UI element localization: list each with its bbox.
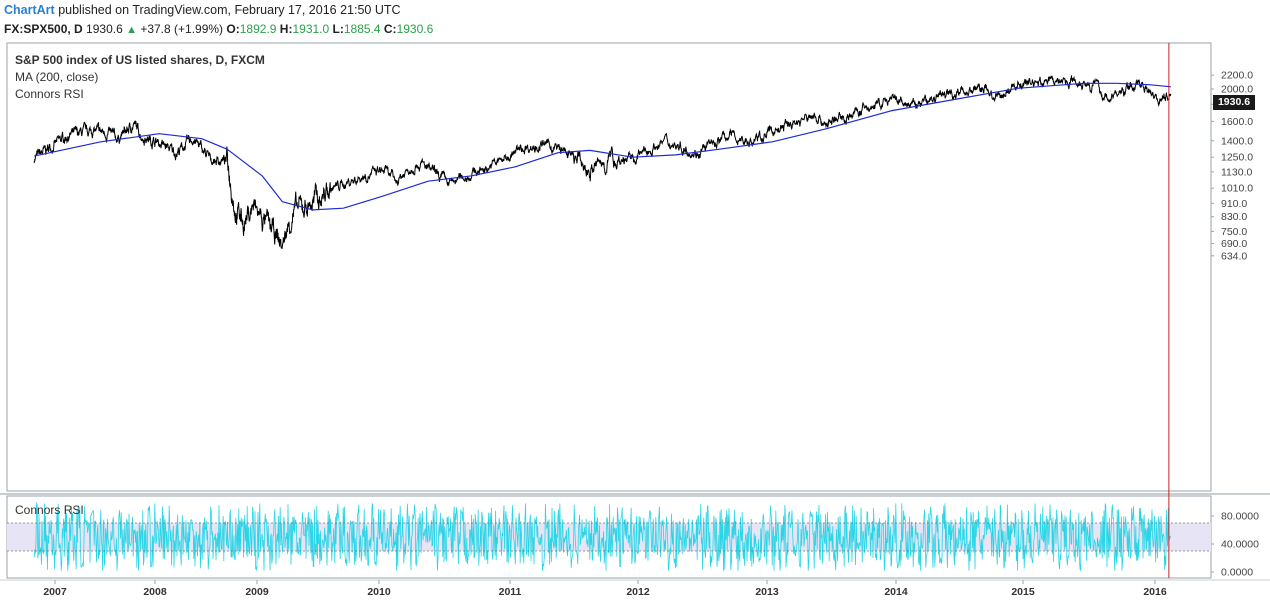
price-tick-label: 910.0 [1221,198,1247,210]
symbol-label[interactable]: FX:SPX500, D [4,22,83,36]
up-arrow-icon: ▲ [126,24,137,36]
rsi-axis[interactable]: 80.0000 40.0000 0.0000 [1211,511,1259,579]
chart-title-legend[interactable]: S&P 500 index of US listed shares, D, FX… [15,53,265,67]
low-label: L: [332,22,344,36]
publish-info: published on TradingView.com, February 1… [58,3,401,17]
price-tick-label: 690.0 [1221,238,1247,250]
price-tick-label: 1010.0 [1221,183,1253,195]
open-value: 1892.9 [239,22,277,36]
rsi-series-group [33,502,1171,571]
time-tick-label: 2008 [143,586,167,598]
time-tick-label: 2013 [755,586,779,598]
price-series-group [33,75,1172,249]
ohlc-header: FX:SPX500, D 1930.6 ▲ +37.8 (+1.99%) O:1… [4,22,433,36]
price-tick-label: 634.0 [1221,250,1247,262]
publish-header: ChartArt published on TradingView.com, F… [4,3,401,17]
rsi-tick-label: 0.0000 [1221,567,1253,579]
rsi-series-line [33,502,1171,571]
price-tick-label: 750.0 [1221,226,1247,238]
time-tick-label: 2016 [1143,586,1167,598]
time-axis[interactable]: 2007 2008 2009 2010 2011 2012 2013 2014 2015 2016 [43,580,1167,598]
time-tick-label: 2012 [626,586,650,598]
time-tick-label: 2011 [499,586,522,598]
high-value: 1931.0 [292,22,330,36]
ma-legend[interactable]: MA (200, close) [15,70,99,84]
ma-series-line [34,82,1171,211]
rsi-tick-label: 40.0000 [1221,539,1259,551]
rsi-tick-label: 80.0000 [1221,511,1259,523]
price-tick-label: 1250.0 [1221,152,1253,164]
price-tick-label: 830.0 [1221,211,1247,223]
price-tick-label: 1400.0 [1221,135,1253,147]
price-tick-label: 2000.0 [1221,84,1253,96]
time-tick-label: 2010 [367,586,391,598]
close-value: 1930.6 [396,22,434,36]
rsi-band-lines [7,522,1211,552]
low-value: 1885.4 [343,22,381,36]
time-tick-label: 2015 [1011,586,1035,598]
time-tick-label: 2007 [43,586,67,598]
time-tick-label: 2009 [245,586,269,598]
price-tick-label: 2200.0 [1221,70,1253,82]
change-value: +37.8 (+1.99%) [140,22,224,36]
price-pane-frame [6,42,1212,492]
brand-link[interactable]: ChartArt [4,3,55,17]
high-label: H: [279,22,293,36]
indicator-legend[interactable]: Connors RSI [15,87,84,101]
open-label: O: [226,22,240,36]
close-label: C: [383,22,397,36]
last-price-tag: 1930.6 [1213,95,1255,110]
price-tick-label: 1130.0 [1221,166,1252,178]
price-tick-label: 1600.0 [1221,116,1253,128]
ma-series-group [34,82,1171,211]
price-series-line [33,75,1172,249]
rsi-pane-legend[interactable]: Connors RSI [15,503,84,517]
time-tick-label: 2014 [884,586,908,598]
last-price: 1930.6 [86,22,123,36]
